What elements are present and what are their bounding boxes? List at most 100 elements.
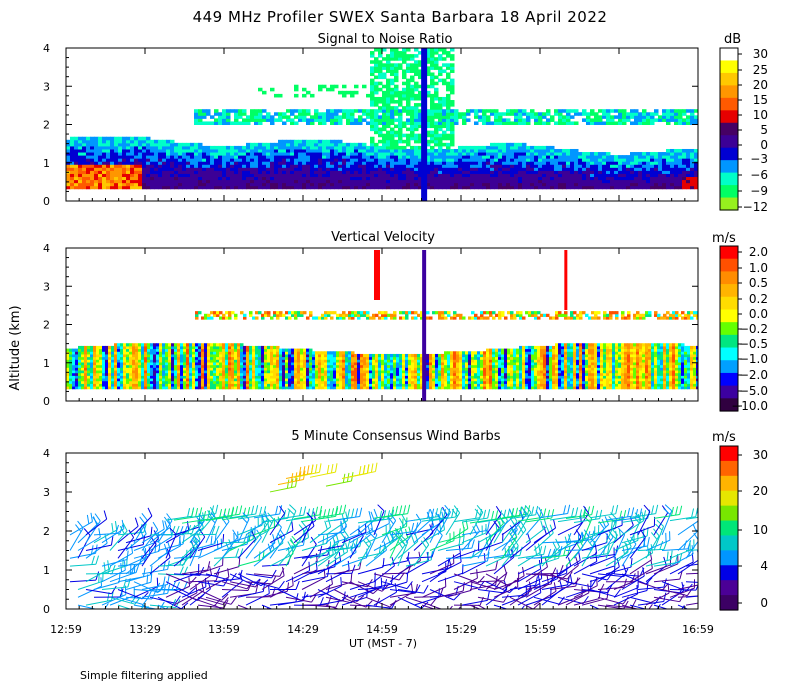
snr-cell [274, 164, 279, 168]
snr-cell [266, 182, 271, 187]
vv-cell [87, 364, 91, 368]
vv-cell [126, 345, 130, 350]
snr-cell [434, 136, 439, 141]
snr-cell [622, 115, 627, 119]
snr-cell [430, 60, 435, 64]
vv-cell [261, 345, 265, 350]
vv-cell [318, 380, 322, 384]
snr-cell [570, 161, 575, 165]
vv-cell [276, 359, 280, 363]
vv-cell [219, 316, 223, 320]
snr-cell [242, 176, 247, 181]
snr-cell [302, 93, 307, 98]
snr-cell [618, 170, 623, 174]
vv-cell [189, 353, 193, 358]
snr-cell [438, 100, 443, 104]
snr-cell [282, 148, 287, 153]
snr-cell [390, 152, 395, 156]
vv-cell [144, 356, 148, 360]
snr-cell [86, 148, 91, 153]
vv-cell [315, 370, 319, 374]
snr-cell [402, 93, 407, 98]
vv-cell [198, 361, 202, 366]
snr-cell [102, 167, 107, 171]
snr-cell [618, 121, 623, 125]
snr-cell [414, 182, 419, 187]
snr-cell [438, 96, 443, 101]
snr-cell [666, 118, 671, 122]
snr-cell [686, 161, 691, 165]
snr-cell [330, 176, 335, 181]
snr-cell [198, 152, 203, 156]
snr-cell [438, 57, 443, 61]
vv-cell [159, 353, 163, 358]
vv-cell [183, 359, 187, 363]
snr-cell [234, 161, 239, 165]
vv-cell [279, 361, 283, 366]
snr-cell [134, 136, 139, 141]
vv-cell [165, 351, 169, 355]
vv-cell [123, 348, 127, 352]
snr-cell [378, 161, 383, 165]
snr-cell [554, 164, 559, 168]
snr-cell [594, 112, 599, 116]
vv-cell [120, 380, 124, 384]
snr-cell [218, 145, 223, 150]
snr-cell [90, 182, 95, 187]
vv-cell [72, 361, 76, 366]
snr-cell [110, 139, 115, 144]
vv-cell [264, 351, 268, 355]
snr-cell [134, 173, 139, 178]
snr-cell [646, 185, 651, 190]
snr-cell [542, 158, 547, 162]
vv-cell [336, 356, 340, 360]
snr-cell [674, 158, 679, 162]
snr-cell [326, 87, 331, 92]
snr-cell [686, 152, 691, 156]
snr-cell [78, 167, 83, 171]
vv-cell [81, 359, 85, 363]
vv-cell [243, 364, 247, 368]
snr-cell [198, 155, 203, 159]
snr-cell [102, 142, 107, 147]
vv-cell [276, 348, 280, 352]
snr-cell [454, 121, 459, 125]
vv-cell [339, 386, 343, 390]
snr-cell [90, 185, 95, 190]
snr-cell [586, 182, 591, 187]
vv-cell [189, 370, 193, 374]
snr-cell [658, 158, 663, 162]
vv-cell [276, 351, 280, 355]
vv-cell [204, 383, 208, 387]
snr-cell [162, 145, 167, 150]
snr-cell [370, 72, 375, 77]
vv-cell [189, 378, 193, 382]
snr-cell [438, 72, 443, 77]
vv-cell [72, 359, 76, 363]
snr-cell [314, 167, 319, 171]
snr-cell [618, 182, 623, 187]
snr-cell [302, 164, 307, 168]
snr-cell [418, 51, 423, 55]
snr-cell [302, 115, 307, 119]
vv-cell [159, 370, 163, 374]
snr-cell [462, 176, 467, 181]
snr-cell [314, 152, 319, 156]
snr-cell [682, 176, 687, 181]
snr-cell [198, 179, 203, 184]
vv-cell [102, 348, 106, 352]
snr-cell [386, 170, 391, 174]
vv-cell [180, 386, 184, 390]
snr-panel-title: Signal to Noise Ratio [318, 32, 453, 47]
snr-cell [334, 84, 339, 89]
snr-cell [662, 170, 667, 174]
snr-cell [326, 176, 331, 181]
vv-cell [291, 375, 295, 379]
vv-cell [252, 380, 256, 384]
snr-cell [426, 152, 431, 156]
snr-cell [406, 176, 411, 181]
snr-cell [70, 185, 75, 190]
snr-cell [318, 167, 323, 171]
vv-cell [285, 348, 289, 352]
vv-cell [306, 356, 310, 360]
